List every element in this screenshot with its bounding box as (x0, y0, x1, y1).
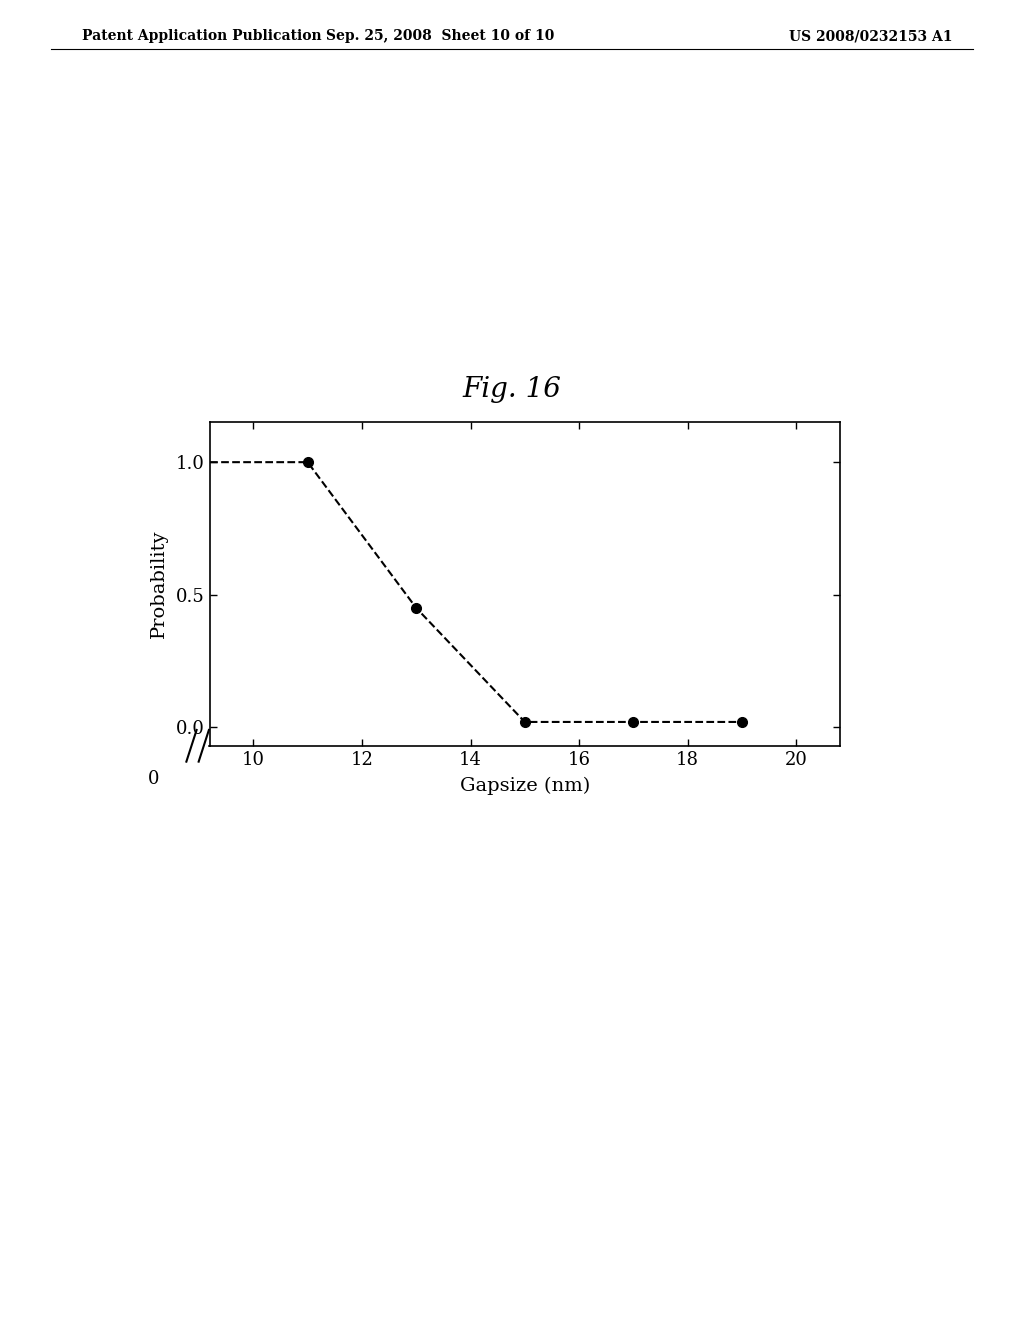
X-axis label: Gapsize (nm): Gapsize (nm) (460, 777, 590, 795)
Text: US 2008/0232153 A1: US 2008/0232153 A1 (788, 29, 952, 44)
Text: Sep. 25, 2008  Sheet 10 of 10: Sep. 25, 2008 Sheet 10 of 10 (326, 29, 555, 44)
Text: Fig. 16: Fig. 16 (463, 376, 561, 403)
Text: Patent Application Publication: Patent Application Publication (82, 29, 322, 44)
Text: 0: 0 (147, 770, 160, 788)
Y-axis label: Probability: Probability (150, 529, 168, 639)
